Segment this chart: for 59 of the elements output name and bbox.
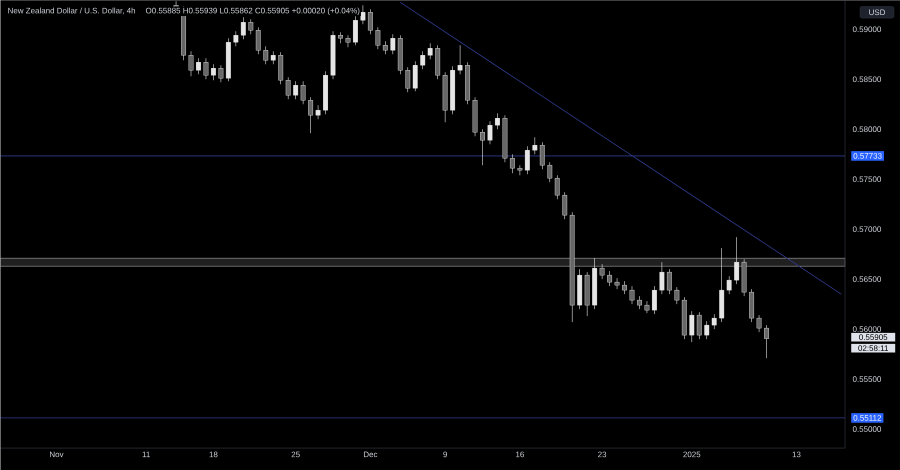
candlestick <box>368 8 373 35</box>
candlestick <box>210 64 216 81</box>
candlestick <box>360 4 366 25</box>
candlestick <box>188 50 194 77</box>
candlestick <box>734 236 740 284</box>
candlestick <box>495 112 500 130</box>
candlestick <box>390 34 396 55</box>
candlestick <box>659 262 664 294</box>
candlestick <box>614 278 620 290</box>
candlestick <box>316 104 321 120</box>
candlestick <box>562 192 568 220</box>
candlestick <box>644 300 650 314</box>
candlestick <box>420 50 426 70</box>
candlestick <box>554 174 560 200</box>
candlestick <box>204 58 208 80</box>
candlestick <box>517 164 522 176</box>
candlestick <box>712 314 717 330</box>
candlestick <box>726 276 732 294</box>
candlestick <box>510 154 515 174</box>
candlestick <box>630 286 634 304</box>
candlestick <box>256 26 261 55</box>
candlestick <box>666 268 672 294</box>
candlestick <box>233 30 238 47</box>
candlestick <box>375 26 380 50</box>
candlestick <box>622 280 627 294</box>
candlestick <box>607 270 612 286</box>
candlestick <box>756 314 762 332</box>
candlestick <box>524 146 530 174</box>
candlestick <box>704 320 710 340</box>
candlestick <box>674 286 680 304</box>
candlestick <box>338 32 343 44</box>
candlestick <box>764 324 769 358</box>
candlestick <box>382 40 388 55</box>
candlestick <box>637 296 642 310</box>
candlestick <box>412 60 418 92</box>
candlestick <box>600 264 605 280</box>
candlestick <box>308 96 314 134</box>
candlestick <box>218 64 224 83</box>
candlestick <box>353 16 358 46</box>
candlestick <box>532 136 538 154</box>
candlestick <box>286 76 291 100</box>
candlestick <box>689 310 694 342</box>
candlestick <box>263 46 268 65</box>
candlestick <box>300 80 306 105</box>
candlestick <box>428 42 433 60</box>
candlestick <box>458 44 463 75</box>
candlestick <box>346 34 350 48</box>
candlestick <box>480 128 485 166</box>
candlestick <box>248 18 254 35</box>
candlestick <box>488 120 492 144</box>
candlestick <box>405 66 410 93</box>
candlestick <box>293 80 298 100</box>
candlestick <box>652 286 657 314</box>
candlestick <box>240 16 246 40</box>
candlestick <box>696 312 702 340</box>
candlestick <box>270 50 276 65</box>
candlestick <box>547 162 552 182</box>
candlestick <box>540 142 545 170</box>
candlestick <box>196 58 201 75</box>
